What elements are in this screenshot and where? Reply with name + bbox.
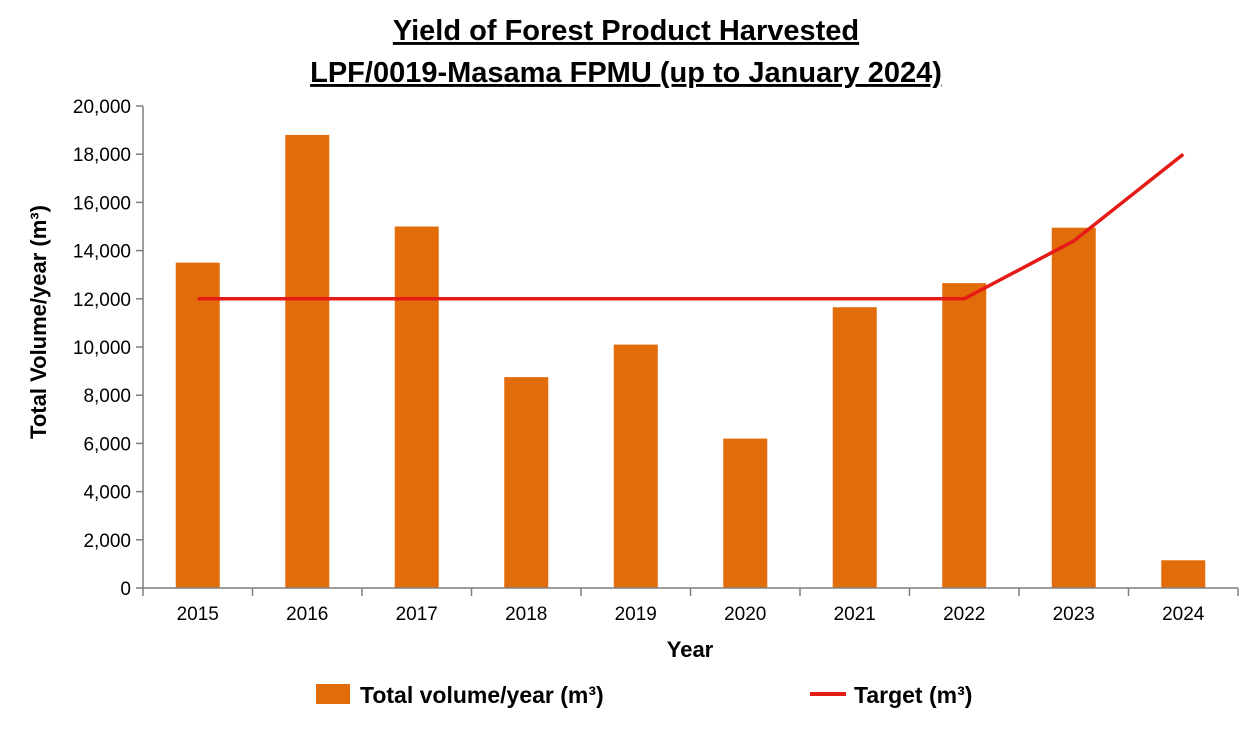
x-tick-label: 2016 [286, 604, 328, 625]
y-tick-label: 12,000 [73, 290, 131, 311]
y-tick-label: 20,000 [73, 97, 131, 118]
y-tick-label: 14,000 [73, 242, 131, 263]
x-tick-label: 2019 [615, 604, 657, 625]
bar-2018 [504, 377, 549, 588]
bar-2023 [1051, 227, 1096, 588]
y-axis-title: Total Volume/year (m³) [26, 205, 51, 439]
bar-2020 [723, 438, 768, 588]
target-line-series [197, 152, 1185, 301]
axes [142, 106, 1238, 589]
x-axis-title: Year [667, 637, 714, 662]
x-tick-label: 2022 [943, 604, 985, 625]
x-tick-label: 2023 [1053, 604, 1095, 625]
y-tick-label: 4,000 [83, 483, 131, 504]
y-tick-label: 2,000 [83, 531, 131, 552]
bar-2015 [175, 262, 220, 588]
x-tick-label: 2015 [177, 604, 219, 625]
y-tick-label: 10,000 [73, 338, 131, 359]
legend-swatch-total-volume [316, 684, 350, 704]
bar-2019 [613, 344, 658, 588]
y-axis-ticks: 0 2,000 4,000 6,000 8,000 10,000 12,000 14,000 1… [73, 97, 143, 600]
bar-2016 [285, 134, 330, 589]
x-tick-label: 2024 [1162, 604, 1205, 625]
bar-2021 [832, 307, 877, 588]
target-line [197, 152, 1185, 301]
bar-2024 [1161, 560, 1206, 588]
y-tick-label: 16,000 [73, 193, 131, 214]
chart-title: Yield of Forest Product Harvested [393, 15, 859, 47]
legend-label-target: Target (m³) [854, 682, 972, 708]
y-tick-label: 8,000 [83, 386, 131, 407]
legend: Total volume/year (m³) Target (m³) [316, 682, 972, 708]
bar-2022 [942, 283, 987, 588]
y-tick-label: 18,000 [73, 145, 131, 166]
bar-2017 [394, 226, 439, 588]
x-axis-ticks: 2015 2016 2017 2018 2019 2020 2021 2022 2023 2024 [142, 588, 1239, 625]
x-tick-label: 2018 [505, 604, 547, 625]
bar-series [175, 134, 1206, 589]
x-tick-label: 2020 [724, 604, 766, 625]
y-tick-label: 6,000 [83, 434, 131, 455]
x-tick-label: 2021 [834, 604, 876, 625]
legend-label-total-volume: Total volume/year (m³) [360, 682, 604, 708]
x-tick-label: 2017 [396, 604, 438, 625]
chart-subtitle: LPF/0019-Masama FPMU (up to January 2024… [310, 57, 942, 89]
y-tick-label: 0 [120, 579, 131, 600]
